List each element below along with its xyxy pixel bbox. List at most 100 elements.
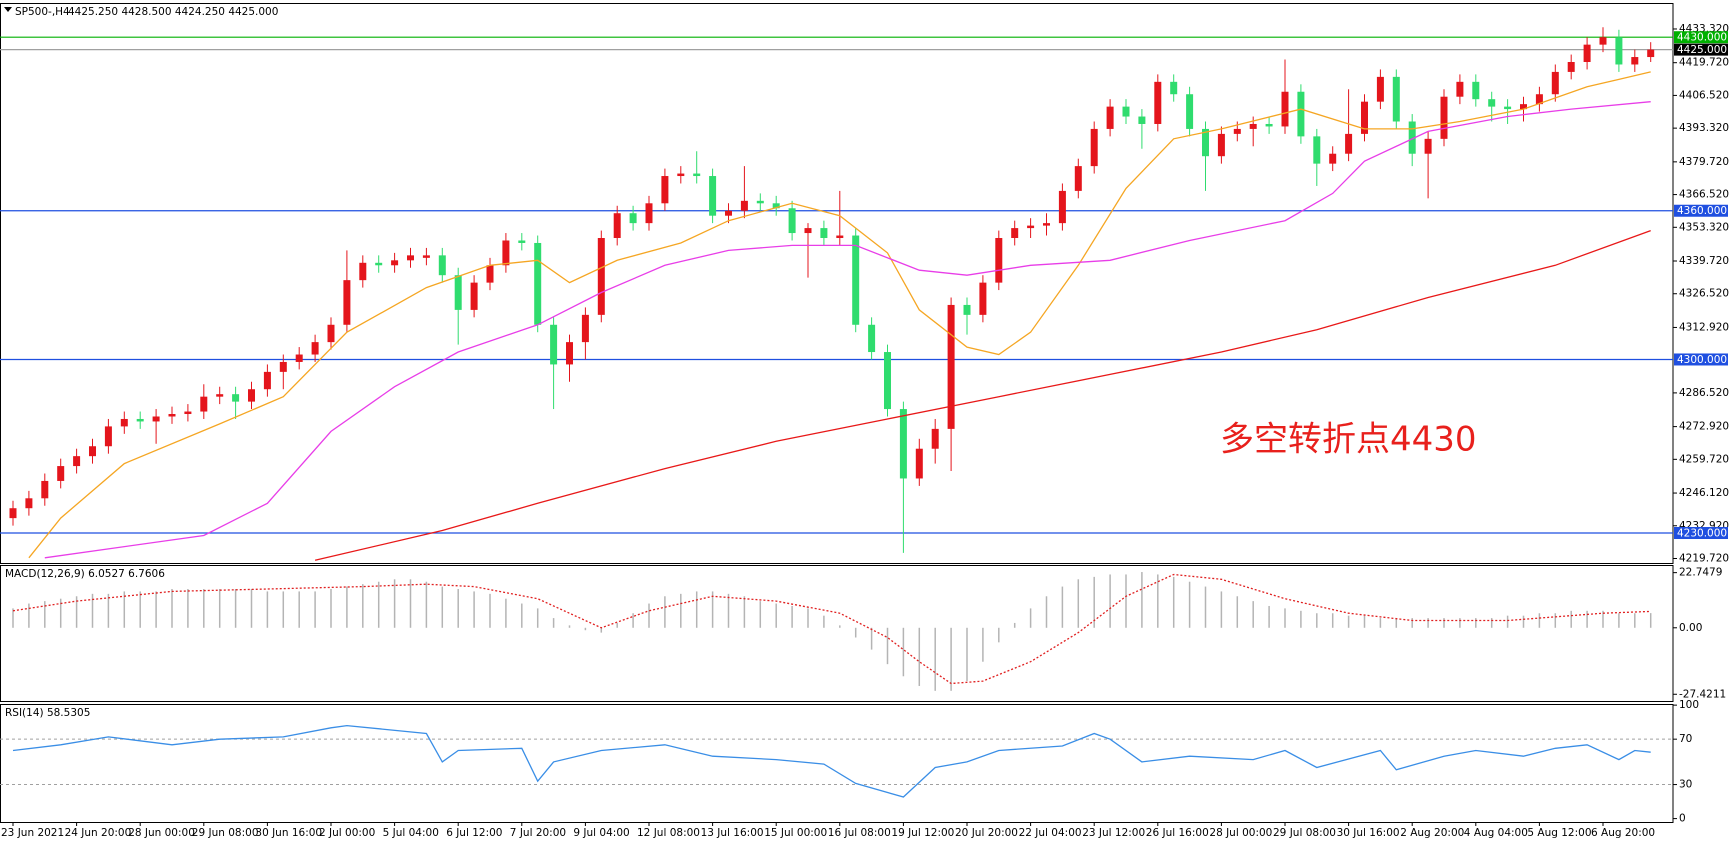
candle-body (422, 255, 430, 258)
x-tick-label: 23 Jul 12:00 (1082, 827, 1145, 839)
candle-body (693, 173, 701, 177)
candle-body (772, 203, 780, 209)
candle-body (1376, 76, 1384, 102)
y-tick-label: 4259.720 (1679, 453, 1729, 465)
candle-body (1217, 133, 1225, 157)
candle-body (677, 173, 685, 177)
candle-body (613, 213, 621, 239)
candle-body (1329, 153, 1337, 164)
candle-body (1281, 91, 1289, 127)
y-tick-label: 4286.520 (1679, 387, 1729, 399)
candle-body (1504, 106, 1512, 110)
candle-body (502, 240, 510, 266)
candle-body (470, 282, 478, 310)
level-label: 4230.000 (1677, 528, 1727, 540)
candle-body (1106, 106, 1114, 129)
x-tick-label: 23 Jun 2021 (1, 827, 64, 839)
x-tick-label: 26 Jul 16:00 (1146, 827, 1209, 839)
candle-body (836, 235, 844, 239)
candle-body (915, 448, 923, 479)
candle-body (248, 389, 255, 402)
candle-body (407, 255, 414, 261)
candle-body (263, 371, 271, 390)
x-tick-label: 5 Jul 04:00 (383, 827, 439, 839)
candle-body (1313, 136, 1321, 164)
candle-body (1027, 225, 1035, 229)
y-tick-label: 4353.320 (1679, 221, 1729, 233)
candle-body (1074, 166, 1082, 191)
level-label-box (1674, 353, 1728, 366)
x-tick-label: 6 Aug 20:00 (1591, 827, 1655, 839)
candle-body (200, 396, 208, 412)
candle-body (1297, 91, 1305, 137)
candle-body (438, 255, 446, 276)
x-tick-label: 2 Aug 20:00 (1400, 827, 1464, 839)
y-tick-label: 4366.520 (1679, 189, 1729, 201)
x-tick-label: 30 Jun 16:00 (255, 827, 322, 839)
candle-body (1392, 76, 1400, 122)
candle-body (232, 394, 240, 402)
candle-body (852, 235, 860, 325)
candle-body (57, 466, 65, 481)
candle-body (884, 352, 891, 410)
candle-body (486, 265, 494, 283)
ohlc-values: 4425.250 4428.500 4424.250 4425.000 (68, 6, 278, 18)
candle-body (9, 508, 17, 519)
candle-body (931, 428, 939, 449)
candle-body (820, 228, 828, 239)
candle-body (1631, 57, 1639, 65)
candle-body (279, 361, 287, 372)
y-tick-label: 4312.920 (1679, 321, 1729, 333)
y-tick-label: 4339.720 (1679, 255, 1729, 267)
candle-body (963, 304, 971, 315)
candle-body (216, 394, 224, 397)
candle-body (1154, 81, 1162, 124)
candle-body (1567, 61, 1575, 72)
y-tick-label: 0.00 (1679, 622, 1702, 634)
x-tick-label: 28 Jun 00:00 (128, 827, 195, 839)
x-tick-label: 19 Jul 12:00 (891, 827, 954, 839)
x-tick-label: 20 Jul 20:00 (955, 827, 1018, 839)
chart-title: SP500-,H4 (15, 6, 70, 18)
candle-body (868, 324, 876, 353)
candle-body (25, 498, 33, 509)
candle-body (661, 176, 669, 204)
candle-body (740, 200, 748, 211)
x-tick-label: 24 Jun 20:00 (65, 827, 132, 839)
candle-body (899, 409, 907, 479)
x-tick-label: 15 Jul 00:00 (764, 827, 827, 839)
x-tick-label: 5 Aug 12:00 (1527, 827, 1591, 839)
candle-body (41, 480, 49, 499)
candle-body (1170, 81, 1178, 95)
candle-body (295, 354, 303, 362)
candle-body (454, 275, 462, 310)
candle-body (1249, 123, 1257, 129)
y-tick-label: 30 (1679, 779, 1692, 791)
candle-body (1424, 138, 1432, 154)
y-tick-label: 4419.720 (1679, 57, 1729, 69)
x-tick-label: 7 Jul 20:00 (510, 827, 566, 839)
y-tick-label: 0 (1679, 813, 1686, 825)
candle-body (1472, 81, 1480, 100)
candle-body (1058, 190, 1066, 224)
x-tick-label: 28 Jul 00:00 (1209, 827, 1272, 839)
candle-body (89, 446, 96, 457)
x-tick-label: 22 Jul 04:00 (1019, 827, 1082, 839)
candle-body (597, 238, 605, 315)
candle-body (1615, 37, 1623, 65)
y-tick-label: 70 (1679, 733, 1692, 745)
moving-average (28, 71, 1651, 559)
signal-line (12, 573, 1651, 685)
candle-body (1535, 94, 1543, 105)
candle-body (327, 324, 335, 343)
level-label: 4430.000 (1677, 32, 1727, 44)
candle-body (534, 242, 542, 325)
y-tick-label: 4393.320 (1679, 122, 1729, 134)
level-label: 4360.000 (1677, 205, 1727, 217)
candle-body (343, 280, 351, 325)
y-tick-label: -27.4211 (1679, 688, 1726, 700)
candle-body (995, 238, 1003, 283)
